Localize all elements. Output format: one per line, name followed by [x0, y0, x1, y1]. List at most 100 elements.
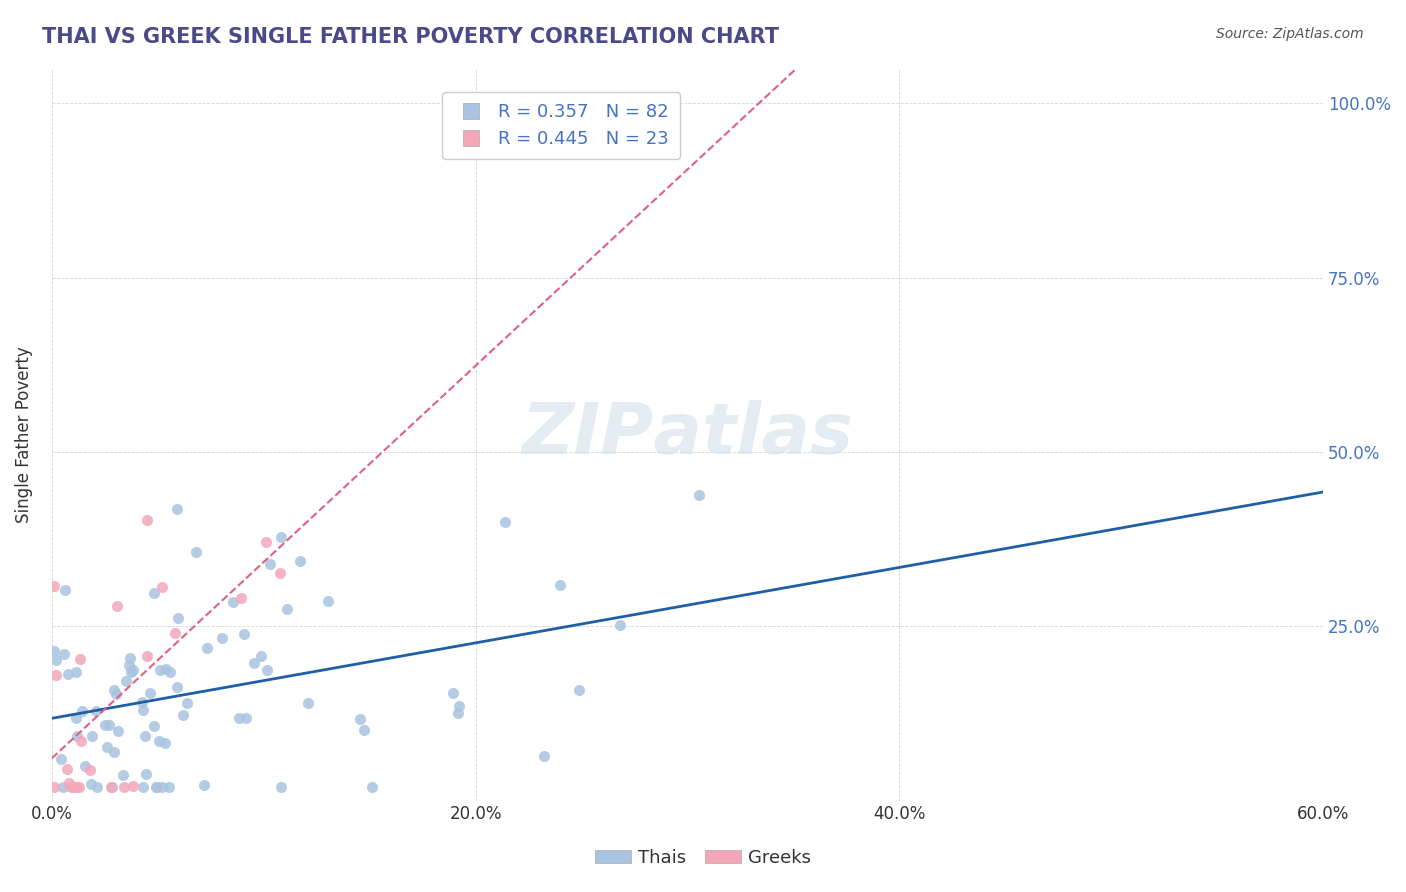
- Point: [70, 733, 93, 747]
- Point: [288, 554, 311, 568]
- Point: [136, 648, 159, 663]
- Point: [93, 718, 115, 732]
- Y-axis label: Single Father Poverty: Single Father Poverty: [15, 346, 32, 523]
- Point: [609, 618, 631, 632]
- Point: [100, 780, 122, 794]
- Point: [134, 729, 156, 743]
- Point: [112, 780, 135, 794]
- Point: [86, 780, 108, 794]
- Point: [114, 673, 136, 688]
- Point: [360, 780, 382, 794]
- Point: [98, 718, 121, 732]
- Point: [101, 780, 124, 794]
- Point: [349, 712, 371, 726]
- Point: [447, 706, 470, 720]
- Point: [195, 640, 218, 655]
- Point: [150, 780, 173, 794]
- Point: [63, 780, 86, 794]
- Point: [65, 665, 87, 679]
- Point: [155, 662, 177, 676]
- Point: [228, 711, 250, 725]
- Point: [82, 729, 104, 743]
- Point: [250, 648, 273, 663]
- Text: THAI VS GREEK SINGLE FATHER POVERTY CORRELATION CHART: THAI VS GREEK SINGLE FATHER POVERTY CORR…: [42, 27, 779, 46]
- Point: [269, 566, 291, 580]
- Point: [148, 733, 170, 747]
- Point: [112, 768, 135, 782]
- Text: ZIP​atlas: ZIP​atlas: [522, 401, 853, 469]
- Point: [688, 488, 710, 502]
- Point: [441, 686, 464, 700]
- Point: [135, 766, 157, 780]
- Point: [297, 696, 319, 710]
- Point: [157, 780, 180, 794]
- Point: [548, 578, 571, 592]
- Point: [259, 558, 281, 572]
- Point: [131, 695, 153, 709]
- Point: [254, 535, 277, 549]
- Point: [184, 545, 207, 559]
- Point: [72, 704, 94, 718]
- Point: [56, 762, 79, 776]
- Point: [270, 780, 292, 794]
- Point: [533, 748, 555, 763]
- Point: [166, 681, 188, 695]
- Point: [149, 663, 172, 677]
- Point: [42, 780, 65, 794]
- Point: [118, 657, 141, 672]
- Point: [45, 653, 67, 667]
- Point: [150, 580, 173, 594]
- Point: [103, 683, 125, 698]
- Point: [166, 610, 188, 624]
- Point: [235, 711, 257, 725]
- Point: [131, 780, 153, 794]
- Text: Source: ZipAtlas.com: Source: ZipAtlas.com: [1216, 27, 1364, 41]
- Point: [53, 582, 76, 597]
- Point: [120, 665, 142, 680]
- Point: [146, 780, 169, 794]
- Point: [84, 705, 107, 719]
- Point: [66, 729, 89, 743]
- Point: [142, 586, 165, 600]
- Point: [495, 515, 517, 529]
- Point: [75, 759, 97, 773]
- Point: [59, 780, 82, 794]
- Point: [316, 594, 339, 608]
- Legend: Thais, Greeks: Thais, Greeks: [588, 842, 818, 874]
- Point: [153, 736, 176, 750]
- Point: [193, 778, 215, 792]
- Point: [145, 780, 167, 794]
- Legend: R = 0.357   N = 82, R = 0.445   N = 23: R = 0.357 N = 82, R = 0.445 N = 23: [443, 92, 679, 159]
- Point: [42, 644, 65, 658]
- Point: [222, 595, 245, 609]
- Point: [65, 711, 87, 725]
- Point: [256, 663, 278, 677]
- Point: [45, 668, 67, 682]
- Point: [143, 719, 166, 733]
- Point: [107, 723, 129, 738]
- Point: [353, 723, 375, 738]
- Point: [52, 780, 75, 794]
- Point: [67, 780, 90, 794]
- Point: [159, 665, 181, 679]
- Point: [122, 663, 145, 677]
- Point: [122, 779, 145, 793]
- Point: [56, 666, 79, 681]
- Point: [242, 657, 264, 671]
- Point: [69, 652, 91, 666]
- Point: [568, 683, 591, 698]
- Point: [233, 626, 256, 640]
- Point: [53, 647, 76, 661]
- Point: [270, 530, 292, 544]
- Point: [104, 687, 127, 701]
- Point: [49, 752, 72, 766]
- Point: [120, 651, 142, 665]
- Point: [58, 776, 80, 790]
- Point: [165, 625, 187, 640]
- Point: [229, 591, 252, 606]
- Point: [105, 599, 128, 613]
- Point: [42, 579, 65, 593]
- Point: [131, 703, 153, 717]
- Point: [138, 686, 160, 700]
- Point: [79, 776, 101, 790]
